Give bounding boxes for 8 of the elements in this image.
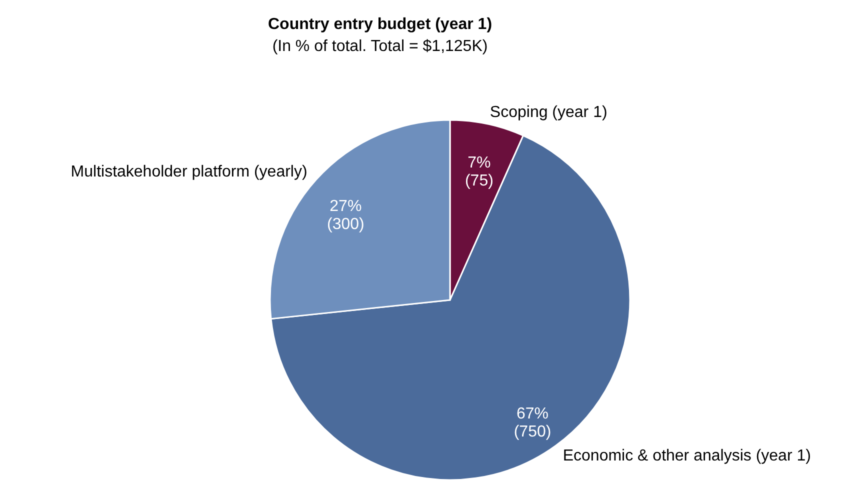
slice-label: Scoping (year 1) <box>490 104 608 122</box>
data-label: 27% (300) <box>326 198 364 234</box>
slice-label: Multistakeholder platform (yearly) <box>70 164 308 181</box>
data-label: 7% (75) <box>464 154 494 190</box>
slice-label: Economic & other analysis (year 1) <box>562 447 811 464</box>
chart-subtitle: (In % of total. Total = $1,125K) <box>272 38 488 55</box>
chart-title: Country entry budget (year 1) <box>268 16 492 33</box>
data-label: 67% (750) <box>514 406 552 441</box>
